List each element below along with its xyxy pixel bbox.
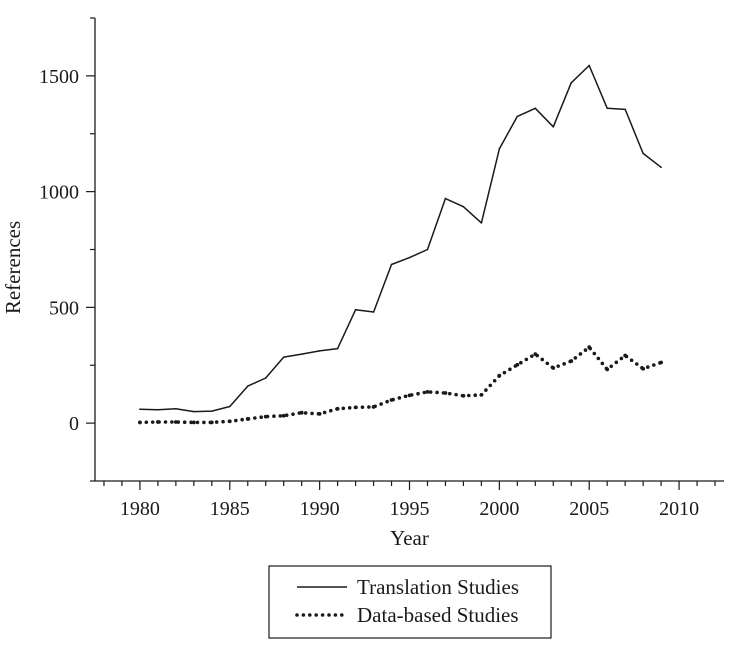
- data-point: [227, 419, 232, 424]
- data-point: [299, 410, 304, 415]
- data-point: [389, 398, 394, 402]
- data-point: [264, 377, 267, 379]
- data-point: [660, 166, 662, 169]
- data-point: [551, 366, 556, 370]
- series-line-data-based-studies: [138, 345, 663, 425]
- data-point: [372, 311, 375, 313]
- data-point: [497, 373, 502, 378]
- x-tick-label: 1990: [300, 498, 340, 520]
- data-point: [588, 64, 591, 67]
- legend-label-translation-studies: Translation Studies: [357, 575, 519, 599]
- data-point: [245, 417, 250, 421]
- y-tick-label: 1000: [39, 182, 79, 204]
- x-tick-label: 2005: [569, 498, 609, 520]
- data-point: [191, 420, 196, 425]
- data-point: [605, 367, 610, 372]
- data-point: [606, 107, 608, 110]
- data-point: [390, 263, 393, 266]
- series-layer: [138, 64, 663, 425]
- data-point: [157, 408, 159, 411]
- y-tick-label: 500: [49, 297, 79, 319]
- y-axis: 0 500 1000 1500 References: [1, 17, 96, 482]
- data-point: [533, 352, 538, 357]
- data-point: [173, 420, 178, 424]
- data-point: [659, 360, 663, 365]
- data-point: [353, 405, 358, 410]
- data-point: [569, 359, 574, 363]
- data-point: [642, 152, 644, 155]
- y-tick-label: 0: [69, 413, 79, 435]
- data-point: [408, 256, 411, 259]
- data-point: [426, 248, 429, 251]
- y-tick-label: 1500: [39, 66, 79, 88]
- data-point: [211, 410, 213, 412]
- data-point: [443, 391, 448, 395]
- data-point: [425, 389, 430, 394]
- data-point: [623, 353, 628, 358]
- series-line-translation-studies: [139, 64, 662, 413]
- data-point: [281, 413, 286, 418]
- data-point: [570, 82, 573, 84]
- data-point: [317, 411, 322, 416]
- x-tick-label: 2000: [479, 498, 519, 520]
- data-point: [175, 407, 177, 410]
- legend-box: [268, 565, 552, 639]
- x-axis-title: Year: [390, 526, 429, 550]
- data-point: [587, 345, 592, 350]
- data-point: [624, 108, 626, 111]
- data-point: [246, 385, 249, 387]
- data-point: [263, 414, 268, 419]
- data-point: [641, 366, 646, 371]
- data-point: [407, 393, 412, 398]
- data-point: [461, 393, 466, 398]
- data-point: [336, 347, 339, 350]
- data-point: [498, 147, 501, 150]
- data-point: [138, 420, 142, 425]
- data-point: [228, 405, 231, 408]
- x-axis: 1980 1985 1990 1995 2000 2005 2010 Year: [95, 480, 724, 550]
- legend: Translation Studies Data-based Studies: [268, 565, 552, 639]
- data-point: [354, 308, 357, 311]
- data-point: [156, 420, 160, 424]
- data-point: [209, 420, 214, 425]
- data-point: [462, 205, 465, 208]
- data-point: [282, 356, 285, 358]
- data-point: [318, 350, 321, 352]
- data-point: [515, 362, 520, 367]
- legend-label-data-based-studies: Data-based Studies: [357, 603, 519, 627]
- data-point: [444, 197, 447, 200]
- data-point: [371, 405, 376, 409]
- data-point: [335, 406, 340, 411]
- y-axis-title: References: [1, 221, 25, 314]
- x-tick-label: 1980: [120, 498, 160, 520]
- data-point: [516, 115, 519, 118]
- data-point: [552, 126, 555, 128]
- x-tick-label: 1985: [210, 498, 250, 520]
- x-tick-label: 2010: [659, 498, 699, 520]
- data-point: [300, 353, 303, 355]
- data-point: [479, 392, 484, 397]
- data-point: [193, 410, 195, 413]
- data-point: [534, 107, 537, 110]
- data-point: [139, 408, 141, 411]
- x-tick-label: 1995: [390, 498, 430, 520]
- data-point: [480, 222, 483, 224]
